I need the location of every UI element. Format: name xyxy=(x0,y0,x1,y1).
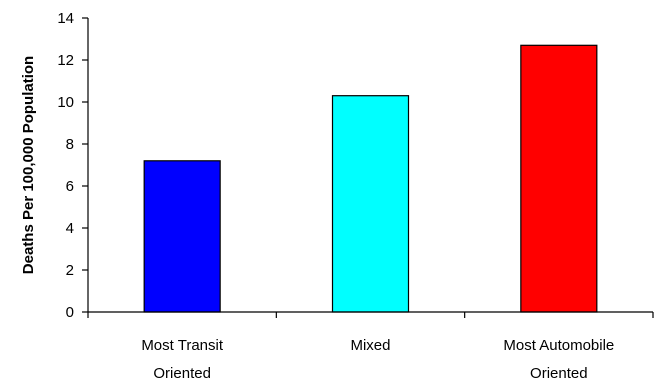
bar xyxy=(143,160,221,313)
x-tick-label: Most Transit Oriented xyxy=(141,337,224,382)
y-tick-label: 0 xyxy=(66,304,74,321)
y-tick-label: 12 xyxy=(57,52,74,69)
y-tick-label: 6 xyxy=(66,178,74,195)
x-axis: Most Transit Oriented Mixed Most Automobile… xyxy=(87,311,654,382)
y-tick-label: 10 xyxy=(57,94,74,111)
y-tick-label: 2 xyxy=(66,262,74,279)
y-tick-label: 14 xyxy=(57,10,74,27)
bars xyxy=(143,44,598,313)
x-tick-label: Mixed xyxy=(350,337,390,354)
y-axis: 0 2 4 6 8 10 12 14 xyxy=(57,10,89,321)
x-tick-label: Most Automobile Oriented xyxy=(503,337,614,382)
y-axis-label: Deaths Per 100,000 Population xyxy=(20,56,37,274)
y-tick-label: 8 xyxy=(66,136,74,153)
bar xyxy=(331,95,410,313)
y-tick-label: 4 xyxy=(66,220,74,237)
bar xyxy=(520,44,598,313)
